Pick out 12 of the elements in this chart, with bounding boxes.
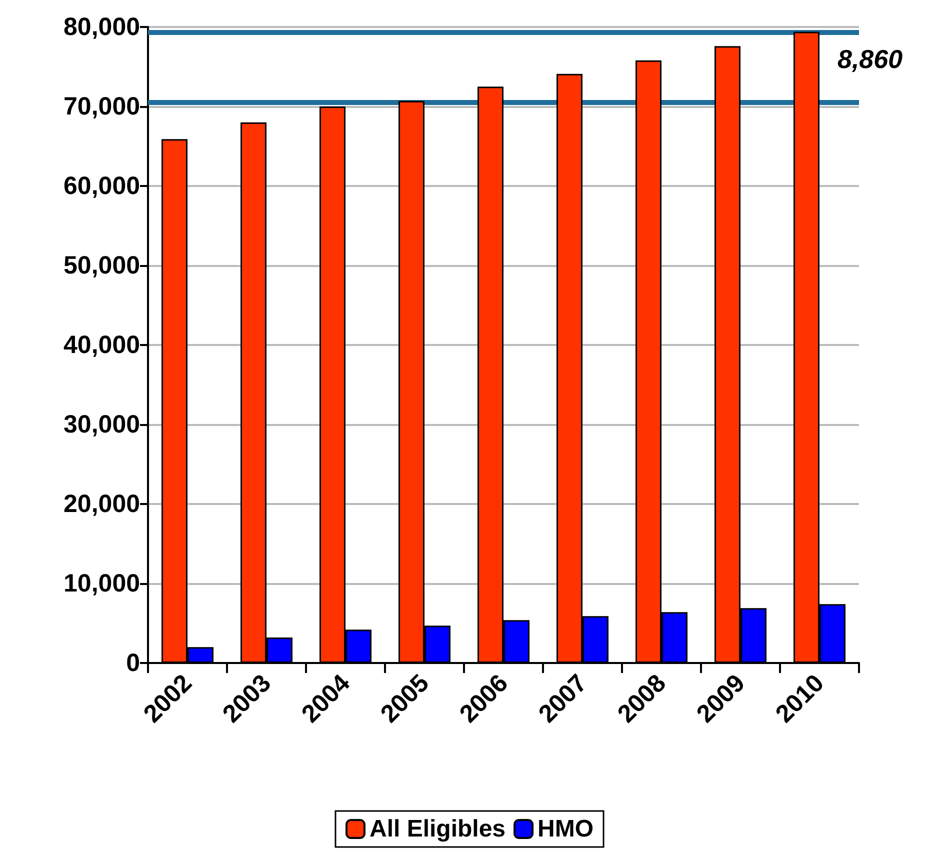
y-tick-label: 20,000 [64,490,140,518]
legend-label: HMO [538,816,594,842]
y-tick-label: 50,000 [64,252,140,280]
y-tick-label: 30,000 [64,410,140,438]
y-tick-label: 40,000 [64,331,140,359]
y-tick-label: 10,000 [64,570,140,598]
annotation: 8,860 [838,44,904,74]
y-tick-label: 0 [126,649,140,677]
y-tick-label: 70,000 [64,92,140,120]
legend-label: All Eligibles [369,816,506,842]
y-tick-label: 80,000 [64,13,140,41]
y-tick-label: 60,000 [64,172,140,200]
